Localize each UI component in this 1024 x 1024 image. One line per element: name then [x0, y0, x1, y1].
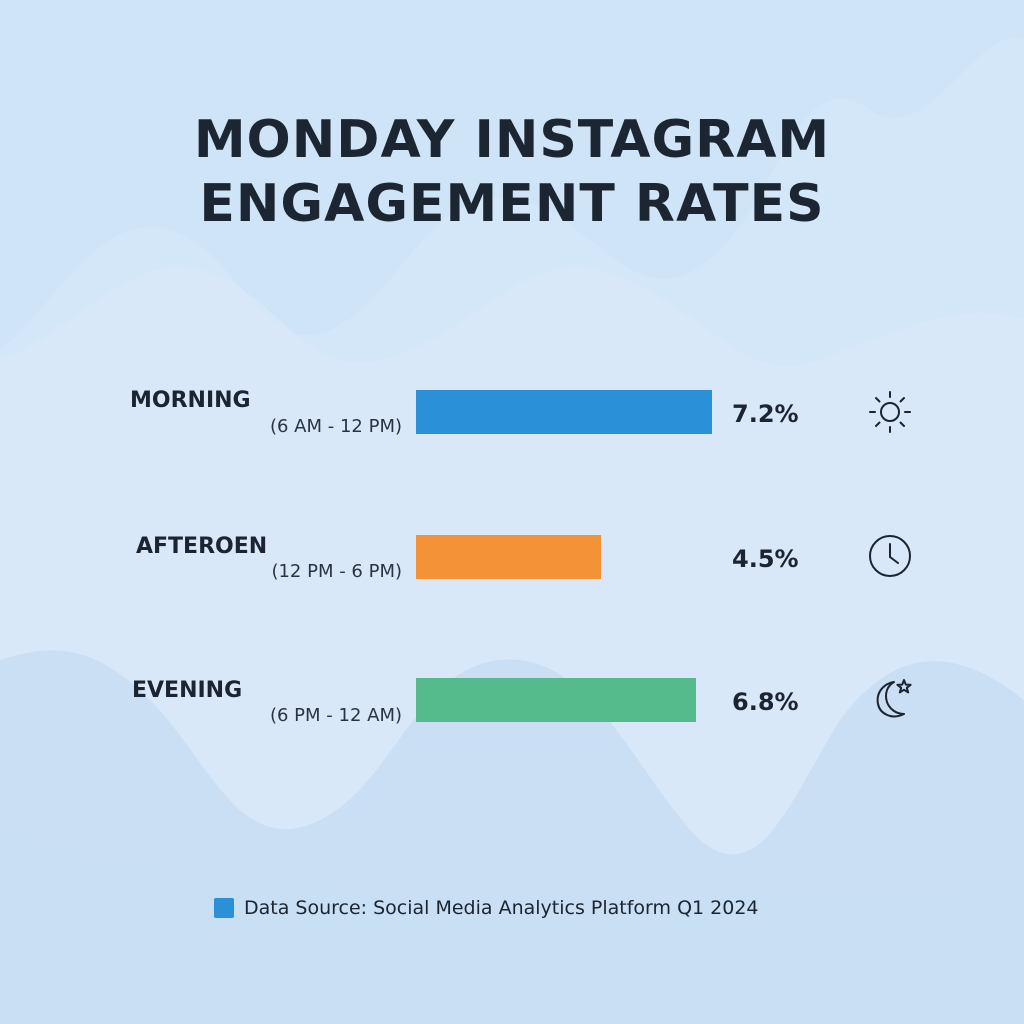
bar-evening — [416, 678, 696, 722]
value-label-evening: 6.8% — [732, 688, 799, 716]
chart-title-line-1: MONDAY INSTAGRAM — [193, 110, 831, 170]
chart-title-line-2: ENGAGEMENT RATES — [199, 174, 825, 234]
category-label-afternoon: AFTEROEN — [136, 534, 268, 559]
data-source-text: Data Source: Social Media Analytics Plat… — [244, 897, 759, 919]
category-sublabel-afternoon: (12 PM - 6 PM) — [271, 561, 402, 582]
bar-morning — [416, 390, 712, 434]
chart-title: MONDAY INSTAGRAM ENGAGEMENT RATES — [0, 108, 1024, 236]
category-sublabel-morning: (6 AM - 12 PM) — [269, 416, 402, 437]
value-label-morning: 7.2% — [732, 400, 799, 428]
category-label-evening: EVENING — [132, 678, 243, 703]
category-label-morning: MORNING — [130, 388, 251, 413]
source-swatch — [214, 898, 234, 918]
clock-icon — [869, 535, 911, 577]
moon-star-icon — [876, 679, 912, 718]
data-source-note: Data Source: Social Media Analytics Plat… — [214, 897, 759, 919]
sun-icon — [869, 391, 911, 433]
category-sublabel-evening: (6 PM - 12 AM) — [269, 705, 402, 726]
bar-afternoon — [416, 535, 601, 579]
value-label-afternoon: 4.5% — [732, 545, 799, 573]
